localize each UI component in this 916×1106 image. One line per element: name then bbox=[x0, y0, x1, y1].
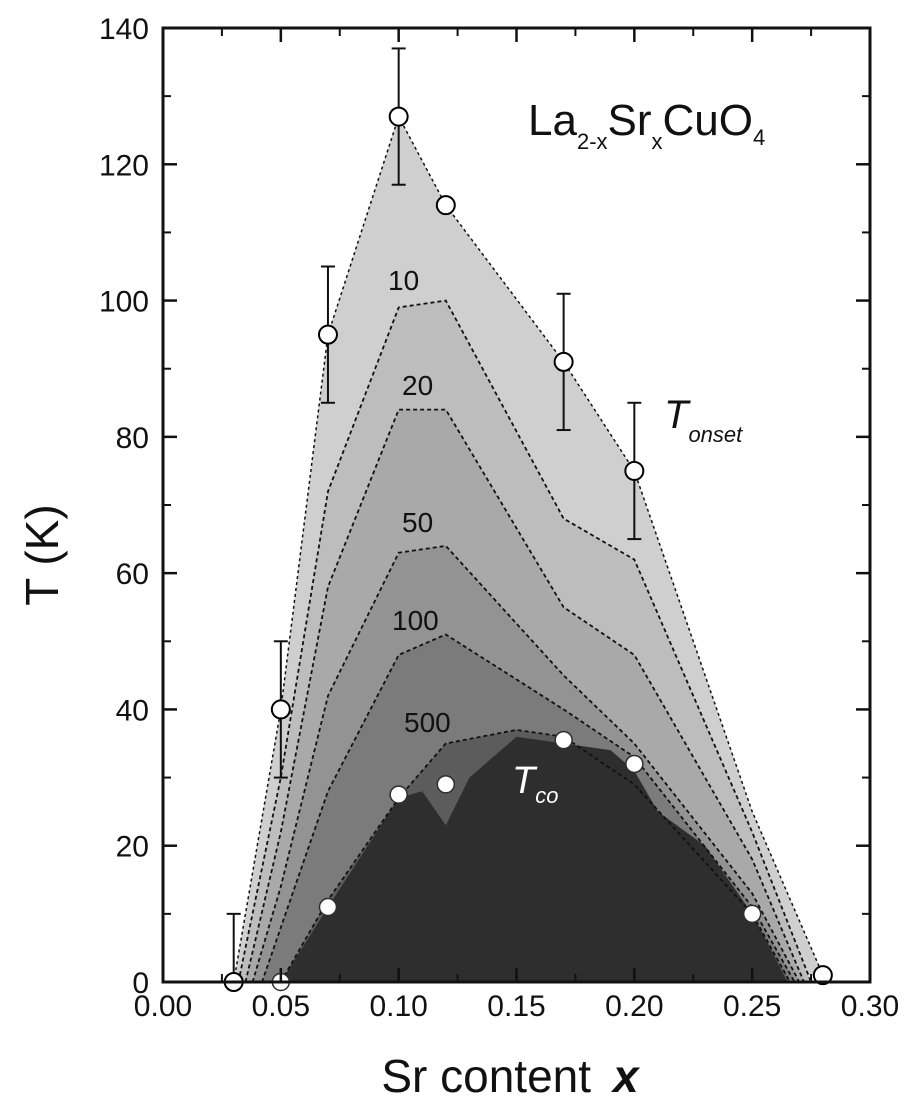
contour-label-100: 100 bbox=[392, 605, 439, 636]
shaded-regions bbox=[233, 116, 823, 983]
compound-formula: La2-xSrxCuO4 bbox=[528, 96, 765, 154]
y-tick-label: 0 bbox=[132, 967, 149, 1000]
contour-line-20 bbox=[244, 408, 805, 983]
x-tick-label: 0.30 bbox=[841, 990, 899, 1023]
contour-line-10 bbox=[237, 299, 812, 983]
y-tick-label: 20 bbox=[116, 831, 149, 864]
y-tick-label: 120 bbox=[99, 149, 149, 182]
tonset-point bbox=[388, 106, 409, 127]
tonset-label: Tonset bbox=[664, 393, 743, 447]
tco-point bbox=[389, 785, 408, 804]
y-tick-label: 40 bbox=[116, 694, 149, 727]
y-axis-title: T (K) bbox=[16, 504, 68, 605]
tco-point bbox=[318, 897, 338, 917]
x-tick-label: 0.00 bbox=[134, 990, 192, 1023]
tco-point bbox=[554, 730, 573, 750]
tonset-point bbox=[624, 460, 645, 481]
tonset-point bbox=[317, 324, 338, 345]
tco-point bbox=[742, 904, 762, 924]
x-tick-label: 0.25 bbox=[723, 990, 781, 1023]
tonset-point bbox=[270, 699, 291, 720]
tco-point bbox=[436, 775, 456, 794]
x-tick-label: 0.10 bbox=[369, 990, 427, 1023]
contour-lines bbox=[232, 114, 824, 983]
data-markers bbox=[223, 106, 833, 992]
contour-label-50: 50 bbox=[402, 507, 433, 538]
contour-line-500 bbox=[280, 728, 791, 983]
tonset-boundary-line bbox=[232, 114, 824, 983]
tick-labels: 0.00 0.05 0.10 0.15 0.20 0.25 0.30 0 20 40 60 80 100… bbox=[99, 13, 899, 1023]
x-axis-title: Sr content x bbox=[381, 1050, 641, 1102]
tco-point bbox=[625, 754, 644, 774]
region-tco bbox=[280, 736, 788, 982]
contour-line-50 bbox=[251, 544, 801, 983]
y-tick-label: 60 bbox=[116, 558, 149, 591]
tonset-point bbox=[553, 351, 574, 372]
x-tick-label: 0.15 bbox=[487, 990, 545, 1023]
tonset-point bbox=[812, 965, 833, 986]
contour-line-100 bbox=[261, 633, 796, 983]
y-tick-label: 140 bbox=[99, 13, 149, 46]
y-tick-label: 80 bbox=[116, 422, 149, 455]
contour-label-20: 20 bbox=[402, 370, 433, 401]
tco-label: Tco bbox=[512, 760, 558, 808]
contour-label-500: 500 bbox=[404, 707, 451, 738]
x-tick-label: 0.20 bbox=[605, 990, 663, 1023]
y-tick-label: 100 bbox=[99, 286, 149, 319]
x-tick-label: 0.05 bbox=[252, 990, 310, 1023]
contour-label-10: 10 bbox=[388, 265, 419, 296]
tonset-point bbox=[435, 195, 456, 216]
axis-ticks bbox=[161, 26, 872, 984]
